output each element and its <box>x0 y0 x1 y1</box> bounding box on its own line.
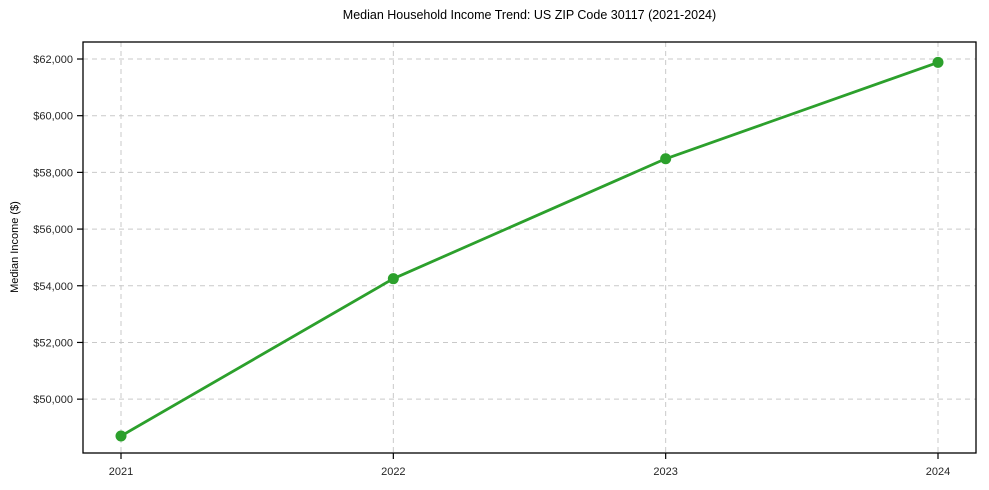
x-tick-label: 2021 <box>109 466 133 478</box>
y-axis-label: Median Income ($) <box>9 201 21 293</box>
data-point <box>660 153 672 165</box>
data-point <box>115 430 127 442</box>
y-tick-label: $54,000 <box>33 281 73 293</box>
y-tick-label: $52,000 <box>33 337 73 349</box>
y-tick-label: $56,000 <box>33 224 73 236</box>
x-tick-label: 2024 <box>926 466 950 478</box>
trend-line <box>119 61 940 438</box>
data-point <box>387 273 399 285</box>
chart-title: Median Household Income Trend: US ZIP Co… <box>342 8 717 22</box>
y-tick-label: $60,000 <box>33 111 73 123</box>
y-tick-label: $58,000 <box>33 167 73 179</box>
x-tick-label: 2022 <box>381 466 405 478</box>
plot-border <box>82 41 977 454</box>
y-tick-label: $62,000 <box>33 54 73 66</box>
y-tick-label: $50,000 <box>33 394 73 406</box>
x-tick-label: 2023 <box>653 466 677 478</box>
data-point <box>932 56 944 68</box>
